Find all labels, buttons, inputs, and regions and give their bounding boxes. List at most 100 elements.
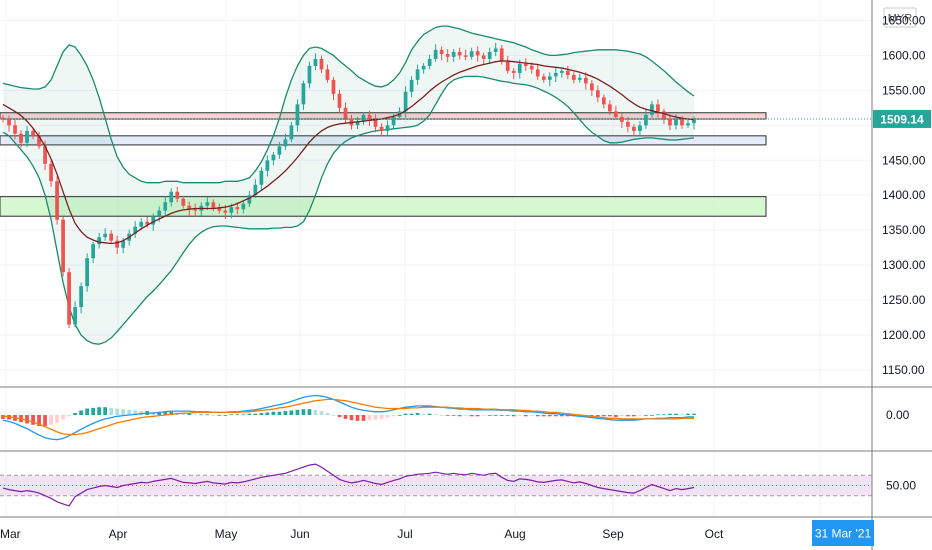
macd-histogram-bar bbox=[79, 410, 83, 415]
candle-body bbox=[193, 209, 198, 211]
candle-body bbox=[499, 48, 504, 62]
candle-body bbox=[259, 170, 264, 185]
price-tick-label: 1450.00 bbox=[882, 153, 926, 167]
currency-label: MYR bbox=[888, 13, 913, 25]
macd-histogram-bar bbox=[559, 415, 564, 417]
macd-histogram-bar bbox=[349, 415, 354, 421]
candle-body bbox=[674, 119, 678, 126]
candle-body bbox=[680, 119, 684, 126]
candle-body bbox=[535, 69, 540, 77]
macd-histogram-bar bbox=[608, 415, 612, 417]
bollinger-lower-line bbox=[2, 75, 695, 345]
macd-histogram-bar bbox=[620, 415, 624, 417]
candle-body bbox=[97, 237, 102, 245]
candle-body bbox=[295, 104, 300, 126]
candle-body bbox=[379, 126, 384, 131]
date-badge-label: 31 Mar '21 bbox=[815, 527, 872, 541]
candle-body bbox=[529, 65, 534, 70]
macd-histogram-bar bbox=[481, 415, 486, 416]
candle-body bbox=[614, 111, 618, 117]
bollinger-upper-line bbox=[2, 25, 695, 184]
price-tick-label: 1650.00 bbox=[882, 13, 926, 27]
price-zone bbox=[0, 196, 767, 217]
macd-histogram-bar bbox=[463, 415, 468, 416]
candle-body bbox=[217, 207, 222, 211]
macd-histogram-bar bbox=[169, 411, 174, 415]
candle-body bbox=[493, 48, 498, 52]
macd-histogram-bar bbox=[127, 409, 132, 415]
macd-histogram-bar bbox=[109, 407, 114, 415]
candle-body bbox=[289, 125, 294, 140]
currency-badge[interactable]: MYR bbox=[883, 7, 917, 28]
candle-body bbox=[547, 76, 552, 80]
macd-histogram-bar bbox=[379, 415, 384, 419]
macd-histogram-bar bbox=[469, 415, 474, 417]
candle-body bbox=[325, 69, 330, 80]
macd-histogram-bar bbox=[307, 409, 312, 415]
candle-body bbox=[313, 58, 318, 66]
macd-histogram-bar bbox=[529, 415, 534, 416]
macd-histogram-bar bbox=[115, 408, 120, 415]
price-tick-label: 1250.00 bbox=[882, 293, 926, 307]
candle-body bbox=[511, 70, 516, 73]
macd-histogram-bar bbox=[361, 415, 366, 421]
candle-body bbox=[626, 121, 630, 127]
macd-histogram-bar bbox=[547, 415, 552, 417]
rsi-line bbox=[2, 463, 695, 507]
candle-body bbox=[145, 221, 150, 225]
candle-body bbox=[445, 54, 450, 57]
time-tick-label: Jun bbox=[290, 527, 309, 541]
macd-histogram-bar bbox=[367, 415, 372, 421]
candlestick-series[interactable] bbox=[1, 42, 696, 329]
candle-body bbox=[632, 126, 636, 131]
time-tick-label: Oct bbox=[705, 527, 724, 541]
macd-histogram-bar bbox=[638, 415, 642, 416]
candle-body bbox=[463, 55, 468, 57]
macd-histogram-bar bbox=[439, 415, 444, 416]
candle-body bbox=[79, 286, 83, 308]
candle-body bbox=[31, 130, 35, 136]
candle-body bbox=[565, 70, 570, 76]
macd-histogram-bar bbox=[325, 413, 330, 415]
candle-body bbox=[373, 119, 378, 127]
macd-histogram-bar bbox=[385, 415, 390, 418]
macd-histogram-bar bbox=[331, 415, 336, 416]
candle-body bbox=[157, 210, 162, 217]
candle-body bbox=[139, 221, 144, 227]
candle-body bbox=[608, 104, 612, 112]
time-tick-label: Apr bbox=[109, 527, 128, 541]
macd-histogram-bar bbox=[103, 407, 108, 415]
macd-histogram-bar bbox=[163, 411, 168, 415]
candle-body bbox=[85, 258, 89, 287]
candle-body bbox=[427, 58, 432, 66]
price-tick-label: 1550.00 bbox=[882, 83, 926, 97]
candle-body bbox=[253, 184, 258, 196]
date-badge: 31 Mar '21 bbox=[812, 520, 874, 546]
macd-histogram-bar bbox=[283, 411, 288, 415]
rsi-axis: 50.00 bbox=[886, 479, 916, 493]
candle-body bbox=[55, 181, 59, 220]
candle-body bbox=[571, 75, 576, 80]
candle-body bbox=[349, 118, 354, 126]
macd-histogram-bar bbox=[289, 410, 294, 415]
macd-histogram-bar bbox=[451, 415, 456, 416]
macd-histogram-bar bbox=[181, 413, 186, 415]
candle-body bbox=[49, 163, 53, 182]
candle-body bbox=[61, 219, 65, 273]
candle-body bbox=[241, 203, 246, 210]
macd-histogram-bar bbox=[656, 414, 660, 416]
candle-body bbox=[505, 61, 510, 71]
macd-histogram-bar bbox=[67, 415, 71, 417]
candle-body bbox=[361, 114, 366, 122]
candle-body bbox=[589, 83, 594, 91]
candle-body bbox=[668, 118, 672, 126]
candle-body bbox=[319, 58, 324, 70]
candle-body bbox=[337, 93, 342, 108]
macd-histogram-bar bbox=[680, 414, 684, 416]
candle-body bbox=[469, 51, 474, 57]
macd-histogram-bar bbox=[391, 415, 396, 417]
candle-body bbox=[109, 233, 114, 241]
price-axis[interactable]: 1650.00 1600.00 1550.00 1450.00 1400.00 1350.… bbox=[882, 13, 926, 377]
